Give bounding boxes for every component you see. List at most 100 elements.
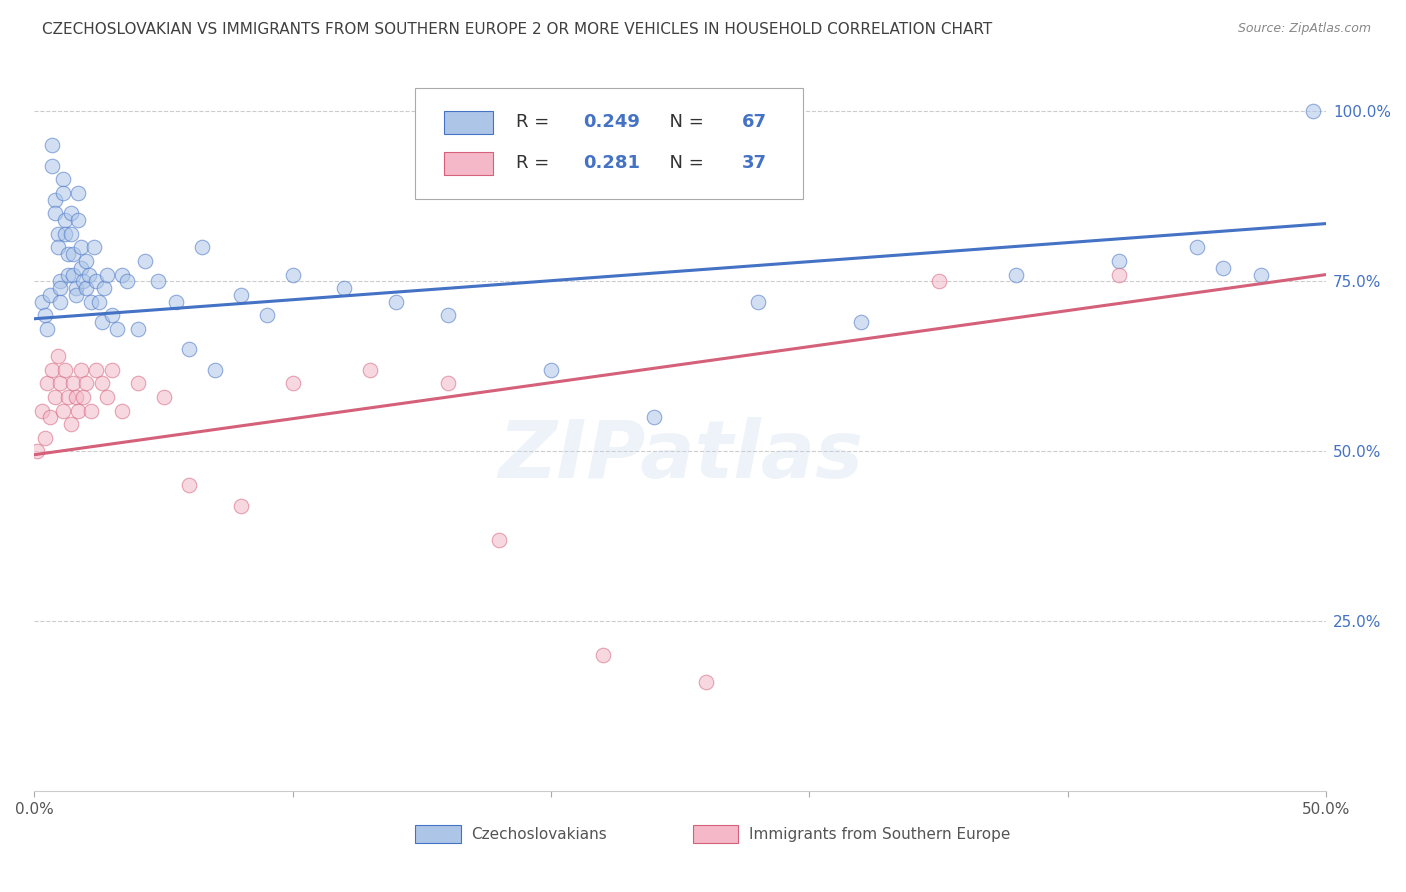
- Point: [93, 281, 115, 295]
- Point: [31, 294, 53, 309]
- Point: [62, 376, 84, 391]
- Point: [1185, 240, 1208, 254]
- Point: [96, 268, 118, 282]
- Point: [34, 431, 56, 445]
- Point: [31, 403, 53, 417]
- FancyBboxPatch shape: [444, 152, 494, 175]
- Text: N =: N =: [658, 113, 710, 131]
- Point: [643, 410, 665, 425]
- Point: [56, 268, 79, 282]
- Point: [849, 315, 872, 329]
- Point: [67, 186, 90, 200]
- Text: Source: ZipAtlas.com: Source: ZipAtlas.com: [1237, 22, 1371, 36]
- Point: [53, 227, 76, 241]
- Point: [111, 403, 134, 417]
- Text: CZECHOSLOVAKIAN VS IMMIGRANTS FROM SOUTHERN EUROPE 2 OR MORE VEHICLES IN HOUSEHO: CZECHOSLOVAKIAN VS IMMIGRANTS FROM SOUTH…: [42, 22, 993, 37]
- Point: [34, 309, 56, 323]
- Point: [488, 533, 510, 547]
- Point: [385, 294, 408, 309]
- Point: [37, 322, 59, 336]
- Point: [179, 478, 201, 492]
- Point: [75, 254, 97, 268]
- Point: [695, 675, 717, 690]
- Point: [333, 281, 356, 295]
- Point: [1302, 104, 1324, 119]
- Point: [747, 294, 769, 309]
- FancyBboxPatch shape: [415, 88, 803, 199]
- Point: [75, 376, 97, 391]
- Point: [44, 193, 66, 207]
- Text: R =: R =: [516, 113, 555, 131]
- Point: [46, 240, 69, 254]
- Point: [65, 288, 87, 302]
- Point: [204, 362, 226, 376]
- Point: [59, 206, 82, 220]
- Point: [44, 390, 66, 404]
- FancyBboxPatch shape: [444, 111, 494, 134]
- FancyBboxPatch shape: [693, 825, 738, 843]
- Point: [52, 186, 75, 200]
- Point: [1005, 268, 1028, 282]
- Point: [1212, 260, 1234, 275]
- Point: [72, 274, 94, 288]
- Text: 0.281: 0.281: [583, 154, 640, 172]
- Point: [111, 268, 134, 282]
- Point: [49, 376, 72, 391]
- Point: [281, 268, 304, 282]
- Text: 37: 37: [742, 154, 768, 172]
- Point: [62, 268, 84, 282]
- Text: N =: N =: [658, 154, 710, 172]
- Point: [56, 247, 79, 261]
- Point: [49, 294, 72, 309]
- Point: [83, 240, 105, 254]
- Point: [117, 274, 139, 288]
- Point: [53, 213, 76, 227]
- Point: [229, 288, 252, 302]
- Point: [928, 274, 950, 288]
- Point: [53, 362, 76, 376]
- FancyBboxPatch shape: [415, 825, 461, 843]
- Point: [56, 390, 79, 404]
- Point: [191, 240, 214, 254]
- Point: [67, 213, 90, 227]
- Point: [152, 390, 174, 404]
- Point: [127, 376, 149, 391]
- Point: [75, 281, 97, 295]
- Point: [179, 343, 201, 357]
- Point: [77, 268, 100, 282]
- Text: Czechoslovakians: Czechoslovakians: [471, 827, 607, 841]
- Point: [134, 254, 156, 268]
- Point: [166, 294, 188, 309]
- Point: [592, 648, 614, 663]
- Point: [38, 410, 60, 425]
- Text: R =: R =: [516, 154, 555, 172]
- Point: [256, 309, 278, 323]
- Point: [86, 274, 108, 288]
- Point: [105, 322, 128, 336]
- Point: [90, 376, 112, 391]
- Point: [281, 376, 304, 391]
- Text: 0.249: 0.249: [583, 113, 640, 131]
- Point: [1108, 254, 1130, 268]
- Point: [25, 444, 48, 458]
- Point: [70, 362, 93, 376]
- Point: [52, 172, 75, 186]
- Point: [49, 274, 72, 288]
- Point: [148, 274, 170, 288]
- Point: [86, 362, 108, 376]
- Point: [49, 281, 72, 295]
- Point: [436, 309, 458, 323]
- Point: [46, 227, 69, 241]
- Text: 67: 67: [742, 113, 768, 131]
- Point: [41, 362, 63, 376]
- Point: [72, 390, 94, 404]
- Point: [37, 376, 59, 391]
- Point: [59, 227, 82, 241]
- Point: [101, 362, 124, 376]
- Point: [46, 349, 69, 363]
- Point: [540, 362, 562, 376]
- Point: [1250, 268, 1272, 282]
- Point: [41, 138, 63, 153]
- Point: [80, 403, 103, 417]
- Point: [101, 309, 124, 323]
